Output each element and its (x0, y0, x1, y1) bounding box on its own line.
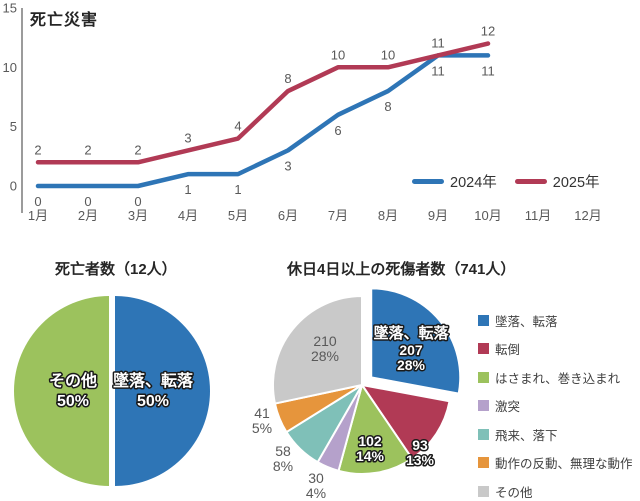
pie-slice-墜落、転落 (370, 287, 462, 395)
pie-label: 93 (412, 437, 428, 453)
legend-label: 墜落、転落 (495, 314, 558, 329)
pie-label: 5% (252, 420, 272, 436)
line-legend-item: 2025年 (514, 171, 600, 192)
month-label: 9月 (428, 208, 448, 223)
pie-label: 210 (313, 333, 337, 349)
line-chart-title: 死亡災害 (30, 12, 99, 29)
pie-slice-転倒 (361, 384, 451, 460)
point-label: 0 (84, 194, 91, 209)
deaths-pie-title: 死亡者数（12人） (55, 261, 177, 278)
month-label: 4月 (178, 208, 198, 223)
pie-legend-item: 動作の反動、無理な動作 (478, 449, 633, 478)
legend-swatch-icon (478, 371, 489, 383)
legend-label: 2025年 (552, 175, 600, 191)
pie-label: 41 (254, 405, 270, 421)
pie-legend-item: 転倒 (478, 335, 633, 364)
y-tick-label: 0 (10, 179, 17, 194)
point-label: 6 (334, 123, 341, 138)
point-label: 8 (284, 71, 291, 86)
legend-label: その他 (495, 485, 533, 500)
y-tick-label: 15 (3, 0, 17, 15)
pie-label: 207 (399, 342, 423, 358)
pie-label: 墜落、転落 (373, 324, 449, 342)
point-label: 10 (331, 47, 345, 62)
point-label: 0 (34, 194, 41, 209)
month-label: 3月 (128, 208, 148, 223)
legend-swatch-icon (478, 343, 489, 355)
deaths-pie-chart: 墜落、転落 50% その他 50% (14, 296, 210, 486)
month-label: 1月 (28, 208, 48, 223)
month-label: 5月 (228, 208, 248, 223)
legend-label: はさまれ、巻き込まれ (495, 371, 621, 386)
pie-label: 102 (358, 433, 382, 449)
pie-slice-その他 (272, 295, 363, 405)
injuries-pie-title: 休日4日以上の死傷者数（741人） (287, 261, 516, 278)
legend-swatch-icon (478, 400, 489, 412)
pie-legend-item: 飛来、落下 (478, 420, 633, 449)
line-chart-legend: 2024年 2025年 (412, 171, 600, 192)
month-label: 10月 (474, 208, 501, 223)
point-label: 11 (481, 63, 495, 78)
point-label: 2 (134, 142, 141, 157)
legend-swatch-icon (478, 485, 489, 497)
legend-label: 2024年 (450, 175, 497, 191)
point-label: 2 (34, 142, 41, 157)
point-label: 8 (384, 99, 391, 114)
legend-swatch-icon (478, 314, 489, 326)
legend-swatch-icon (478, 457, 489, 469)
point-label: 2 (84, 142, 91, 157)
line-series-2025年 (35, 41, 491, 165)
legend-line-swatch-icon (412, 179, 444, 184)
pie-legend-item: 墜落、転落 (478, 306, 633, 335)
pie-label: 8% (273, 458, 293, 474)
pie-legend-item: 激突 (478, 392, 633, 421)
pie-legend-item: その他 (478, 477, 633, 501)
pie-label: その他 (49, 371, 97, 390)
month-label: 6月 (278, 208, 298, 223)
pie-label: 14% (356, 448, 385, 464)
pie-label: 墜落、転落 (113, 371, 194, 390)
point-label: 4 (234, 119, 241, 134)
point-label: 1 (184, 182, 191, 197)
injuries-pie-legend: 墜落、転落転倒はさまれ、巻き込まれ 激突飛来、落下動作の反動、無理な動作 その他 (478, 306, 633, 501)
point-label: 11 (431, 63, 445, 78)
legend-label: 転倒 (495, 343, 521, 358)
pie-label: 50% (137, 393, 169, 410)
month-label: 8月 (378, 208, 398, 223)
legend-label: 激突 (495, 400, 521, 415)
pie-slice-その他 (14, 296, 109, 486)
pie-label: 28% (311, 348, 339, 364)
point-label: 1 (234, 182, 241, 197)
month-label: 11月 (525, 208, 552, 223)
pie-slice-墜落、転落 (115, 296, 210, 486)
pie-label: 50% (57, 393, 89, 410)
pie-label: 30 (308, 470, 324, 486)
legend-line-swatch-icon (514, 179, 547, 184)
pie-label: 4% (306, 485, 326, 501)
pie-label: 58 (275, 443, 291, 459)
y-tick-label: 10 (3, 60, 17, 75)
month-label: 12月 (574, 208, 601, 223)
point-label: 11 (431, 35, 445, 50)
pie-legend-item: はさまれ、巻き込まれ (478, 363, 633, 392)
y-tick-label: 5 (10, 119, 17, 134)
month-label: 2月 (78, 208, 98, 223)
point-label: 3 (184, 130, 191, 145)
month-label: 7月 (328, 208, 348, 223)
point-label: 10 (381, 47, 395, 62)
line-legend-item: 2024年 (412, 171, 497, 192)
point-label: 0 (134, 194, 141, 209)
point-label: 12 (481, 24, 495, 39)
pie-label: 28% (397, 357, 426, 373)
line-series-2024年 (35, 53, 491, 189)
legend-label: 飛来、落下 (495, 428, 558, 443)
point-label: 3 (284, 158, 291, 173)
pie-label: 13% (406, 452, 435, 468)
legend-label: 動作の反動、無理な動作 (495, 457, 633, 472)
legend-swatch-icon (478, 428, 489, 440)
